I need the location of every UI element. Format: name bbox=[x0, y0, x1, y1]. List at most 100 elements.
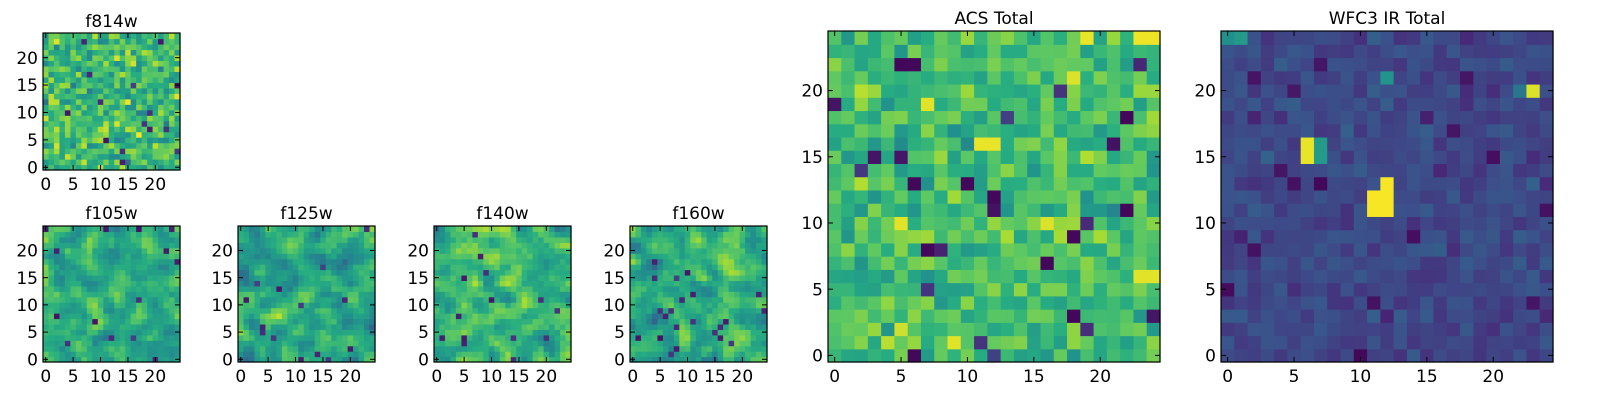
heatmap-cell bbox=[646, 280, 653, 287]
heatmap-cell bbox=[439, 285, 446, 292]
heatmap-cell bbox=[59, 60, 66, 67]
heatmap-cell bbox=[505, 345, 512, 352]
heatmap-cell bbox=[483, 231, 490, 238]
heatmap-cell bbox=[158, 296, 165, 303]
heatmap-cell bbox=[303, 231, 310, 238]
heatmap-cell bbox=[521, 226, 528, 233]
heatmap-cell bbox=[163, 323, 170, 330]
heatmap-cell bbox=[1287, 176, 1302, 191]
heatmap-cell bbox=[314, 329, 321, 336]
heatmap-cell bbox=[673, 274, 680, 281]
heatmap-cell bbox=[1380, 31, 1395, 45]
heatmap-cell bbox=[314, 269, 321, 276]
heatmap-cell bbox=[640, 329, 648, 336]
heatmap-cell bbox=[147, 104, 154, 111]
heatmap-cell bbox=[538, 307, 545, 314]
heatmap-cell bbox=[750, 291, 757, 298]
heatmap-cell bbox=[309, 274, 316, 281]
heatmap-cell bbox=[81, 329, 88, 336]
heatmap-cell bbox=[1146, 97, 1161, 112]
heatmap-cell bbox=[1300, 110, 1315, 125]
heatmap-cell bbox=[1000, 229, 1015, 244]
heatmap-cell bbox=[706, 231, 713, 238]
heatmap-cell bbox=[86, 38, 93, 45]
heatmap-cell bbox=[466, 313, 473, 320]
heatmap-cell bbox=[369, 291, 376, 298]
heatmap-cell bbox=[1313, 282, 1328, 297]
heatmap-cell bbox=[1040, 295, 1055, 310]
heatmap-cell bbox=[477, 231, 484, 238]
heatmap-cell bbox=[1406, 256, 1421, 270]
heatmap-cell bbox=[510, 264, 517, 271]
heatmap-cell bbox=[1526, 242, 1541, 257]
heatmap-cell bbox=[510, 296, 517, 303]
heatmap-cell bbox=[1313, 216, 1328, 231]
heatmap-cell bbox=[739, 334, 746, 341]
heatmap-cell bbox=[119, 318, 126, 325]
heatmap-cell bbox=[331, 323, 338, 330]
heatmap-cell bbox=[947, 176, 962, 191]
heatmap-cell bbox=[1393, 295, 1408, 310]
heatmap-cell bbox=[960, 322, 975, 337]
heatmap-cell bbox=[1260, 150, 1275, 164]
heatmap-cell bbox=[662, 280, 669, 287]
heatmap-cell bbox=[86, 258, 93, 265]
heatmap-cell bbox=[477, 323, 484, 330]
heatmap-cell bbox=[728, 285, 735, 292]
heatmap-cell bbox=[97, 148, 104, 155]
heatmap-cell bbox=[455, 334, 462, 341]
heatmap-cell bbox=[320, 269, 327, 276]
heatmap-cell bbox=[867, 83, 882, 98]
heatmap-cell bbox=[532, 280, 539, 287]
heatmap-cell bbox=[336, 253, 343, 260]
heatmap-cell bbox=[560, 269, 567, 276]
heatmap-cell bbox=[434, 340, 441, 347]
heatmap-cell bbox=[1133, 256, 1148, 270]
panel-title: f140w bbox=[476, 204, 528, 224]
heatmap-cell bbox=[163, 33, 170, 40]
heatmap-cell bbox=[174, 231, 181, 238]
heatmap-cell bbox=[103, 258, 110, 265]
heatmap-cell bbox=[81, 253, 88, 260]
heatmap-cell bbox=[1221, 31, 1235, 45]
heatmap-cell bbox=[152, 285, 159, 292]
heatmap-cell bbox=[488, 247, 495, 254]
heatmap-cell bbox=[1053, 83, 1068, 98]
heatmap-cell bbox=[828, 70, 842, 85]
heatmap-cell bbox=[147, 296, 154, 303]
heatmap-cell bbox=[1340, 163, 1355, 178]
heatmap-cell bbox=[75, 302, 82, 309]
heatmap-cell bbox=[243, 253, 250, 260]
heatmap-cell bbox=[881, 150, 895, 164]
heatmap-cell bbox=[695, 242, 702, 249]
heatmap-cell bbox=[466, 269, 473, 276]
heatmap-cell bbox=[1146, 269, 1161, 284]
heatmap-cell bbox=[298, 351, 305, 358]
heatmap-cell bbox=[745, 302, 752, 309]
heatmap-cell bbox=[292, 280, 299, 287]
panel-title: f105w bbox=[85, 204, 137, 224]
heatmap-cell bbox=[303, 356, 310, 363]
heatmap-cell bbox=[505, 313, 512, 320]
heatmap-cell bbox=[1133, 269, 1148, 284]
heatmap-cell bbox=[739, 285, 746, 292]
heatmap-cell bbox=[854, 150, 869, 164]
heatmap-cell bbox=[695, 236, 702, 243]
heatmap-cell bbox=[70, 71, 77, 78]
heatmap-cell bbox=[130, 54, 137, 61]
heatmap-cell bbox=[466, 340, 473, 347]
heatmap-cell bbox=[472, 247, 479, 254]
heatmap-cell bbox=[668, 345, 675, 352]
heatmap-cell bbox=[516, 247, 523, 254]
heatmap-cell bbox=[59, 131, 66, 138]
heatmap-cell bbox=[450, 329, 457, 336]
heatmap-cell bbox=[48, 126, 55, 133]
heatmap-cell bbox=[114, 318, 121, 325]
heatmap-cell bbox=[739, 236, 746, 243]
heatmap-cell bbox=[358, 242, 365, 249]
heatmap-cell bbox=[136, 98, 143, 105]
heatmap-cell bbox=[1526, 97, 1541, 112]
heatmap-cell bbox=[543, 329, 550, 336]
heatmap-cell bbox=[1526, 44, 1541, 59]
heatmap-cell bbox=[734, 274, 741, 281]
